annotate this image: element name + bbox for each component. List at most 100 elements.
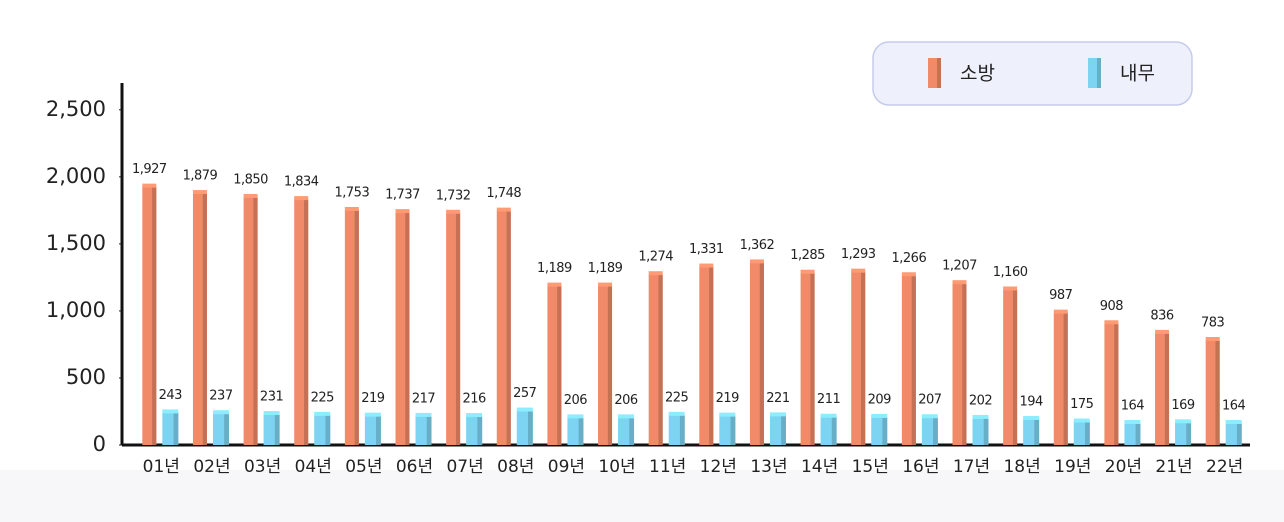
bar-cap [446,209,461,214]
value-label: 1,732 [436,188,471,203]
bar-cap [1023,415,1040,420]
bar-side [152,186,157,445]
bar-side [629,417,635,445]
value-label: 1,285 [790,248,825,263]
bar-cap [598,282,613,287]
bar-side [376,415,381,445]
bar-side [304,199,309,445]
bar-side [882,416,888,445]
value-label: 243 [159,388,183,403]
x-tick-label: 04년 [295,457,332,477]
legend-swatch-side [937,58,941,88]
value-label: 216 [462,392,486,407]
value-label: 219 [716,391,740,406]
bar-side [831,416,837,445]
bar-cap [263,411,280,416]
bar-side [1236,423,1242,445]
value-label: 1,879 [183,169,218,184]
value-label: 1,850 [233,172,268,187]
x-tick-label: 18년 [1003,457,1040,477]
value-label: 219 [361,391,385,406]
value-label: 206 [614,393,638,408]
bar-cap [1175,419,1192,424]
value-label: 1,753 [335,185,370,200]
bar-side [173,412,179,445]
legend-swatch-side [1097,58,1101,88]
x-tick-label: 19년 [1054,457,1091,477]
bar-cap [901,272,916,277]
x-tick-label: 06년 [396,457,433,477]
value-label: 207 [918,393,942,408]
x-tick-label: 16년 [902,457,939,477]
bar-cap [496,207,511,212]
bar-cap [294,196,309,201]
bar-cap [142,183,157,188]
x-tick-label: 22년 [1206,457,1243,477]
bar-cap [618,414,635,419]
x-tick-label: 09년 [548,457,585,477]
bar-side [911,275,916,445]
x-tick-label: 11년 [649,457,686,477]
value-label: 908 [1100,299,1124,314]
bar-side [983,417,989,445]
bar-cap [699,263,714,268]
bar-side [506,210,511,445]
x-tick-label: 20년 [1105,457,1142,477]
bar-side [1034,418,1040,445]
bar-side [477,416,483,445]
bar-cap [820,413,837,418]
bar-side [759,262,764,445]
bar-cap [314,411,331,416]
y-tick-label: 2,500 [46,97,106,121]
x-tick-label: 21년 [1155,457,1192,477]
value-label: 202 [969,393,992,408]
value-label: 1,834 [284,175,319,190]
x-tick-label: 14년 [801,457,838,477]
bar-side [426,415,432,445]
bar-cap [516,407,533,412]
bar-side [527,410,533,445]
bar-cap [1205,337,1220,342]
bar-cap [1155,329,1170,334]
bar-side [1114,323,1119,445]
bar-side [1135,423,1141,445]
value-label: 194 [1019,394,1043,409]
bar-side [354,209,359,445]
bar-cap [1124,420,1141,425]
bar-cap [851,268,866,273]
bar-side [730,415,736,445]
bar-cap [648,271,663,276]
value-label: 206 [564,393,588,408]
value-label: 209 [868,392,892,407]
y-tick-label: 2,000 [46,164,106,188]
value-label: 1,737 [385,188,420,203]
legend-label: 내무 [1120,63,1155,85]
bar-cap [192,190,207,195]
x-tick-label: 15년 [852,457,889,477]
bar-cap [769,412,786,417]
bar-side [658,274,663,445]
bar-cap [243,193,258,198]
bar-cap [466,413,483,418]
value-label: 783 [1201,316,1225,331]
value-label: 237 [209,389,233,404]
bar-cap [162,409,179,414]
bar-side [861,271,866,445]
value-label: 1,160 [993,265,1028,280]
value-label: 836 [1150,308,1174,323]
bar-side [1063,312,1068,445]
value-label: 1,927 [132,162,167,177]
x-tick-label: 03년 [244,457,281,477]
bar-cap [364,412,381,417]
value-label: 164 [1222,399,1246,414]
bar-cap [668,411,685,416]
legend: 소방 내무 [872,41,1193,106]
x-tick-label: 07년 [446,457,483,477]
x-tick-label: 05년 [345,457,382,477]
bar-cap [547,282,562,287]
legend-label: 소방 [960,63,995,85]
value-label: 211 [817,392,841,407]
x-tick-label: 13년 [750,457,787,477]
legend-box [872,41,1193,106]
